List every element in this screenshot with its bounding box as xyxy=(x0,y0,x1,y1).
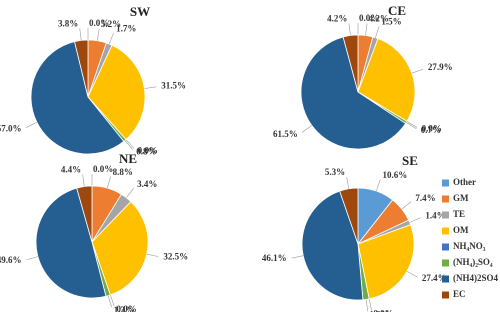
leader-line xyxy=(26,256,39,261)
leader-line xyxy=(365,23,368,36)
data-label: 32.5% xyxy=(163,252,188,262)
data-label: 0.0% xyxy=(89,18,109,28)
data-label: 0.0% xyxy=(359,13,379,23)
legend-swatch xyxy=(442,259,449,267)
data-label: 0.0% xyxy=(138,146,158,156)
data-label: 0.0% xyxy=(93,164,113,174)
leader-line xyxy=(79,28,82,41)
leader-line xyxy=(365,299,369,312)
data-label: 27.4% xyxy=(422,273,447,283)
data-label: 0.7% xyxy=(421,125,441,135)
data-label: 8.8% xyxy=(113,167,133,177)
legend-swatch xyxy=(442,195,449,203)
data-label: 1.8% xyxy=(369,309,389,312)
data-label: 0.0% xyxy=(117,304,137,312)
leader-line xyxy=(346,176,350,189)
legend-label: TE xyxy=(453,209,465,219)
leader-line xyxy=(25,121,38,128)
leader-line xyxy=(144,86,157,89)
leader-line xyxy=(301,125,312,133)
data-label: 46.1% xyxy=(262,253,287,263)
pie-slice xyxy=(30,41,125,155)
data-label: 10.6% xyxy=(383,170,408,180)
legend-swatch xyxy=(442,275,449,283)
legend-label: Other xyxy=(453,177,476,187)
leader-line xyxy=(126,188,134,198)
leader-line xyxy=(124,140,133,150)
legend-label: EC xyxy=(453,289,466,299)
leader-line xyxy=(411,68,424,74)
data-label: 31.5% xyxy=(161,80,186,90)
chart-title: SE xyxy=(402,153,418,168)
leader-line xyxy=(375,26,380,38)
data-label: 4.2% xyxy=(327,14,347,24)
leader-line xyxy=(348,23,351,36)
legend-swatch xyxy=(442,243,449,251)
leader-line xyxy=(82,174,85,187)
data-label: 57.0% xyxy=(0,123,22,133)
leader-line xyxy=(96,28,100,41)
pie-slice xyxy=(357,38,416,122)
leader-line xyxy=(291,255,304,259)
data-label: 0.0% xyxy=(373,309,393,312)
data-label: 1.4% xyxy=(425,210,445,220)
data-label: 0.8% xyxy=(136,147,156,157)
data-label: 5.3% xyxy=(325,167,345,177)
leader-line xyxy=(146,253,159,257)
legend-label: (NH₄)₂SO₄ xyxy=(453,257,493,267)
leader-line xyxy=(401,201,412,210)
data-label: 27.9% xyxy=(428,62,453,72)
legend-label: GM xyxy=(453,193,469,203)
leader-line xyxy=(376,179,381,192)
leader-line xyxy=(406,122,417,130)
leader-line xyxy=(107,295,112,308)
legend-label: (NH4)2SO4 xyxy=(453,273,499,283)
pie-slice xyxy=(91,201,149,296)
legend-swatch xyxy=(442,211,449,219)
leader-line xyxy=(125,139,135,149)
data-label: 4.4% xyxy=(61,165,81,175)
data-label: 5.2% xyxy=(101,19,121,29)
data-label: 7.4% xyxy=(415,193,435,203)
leader-line xyxy=(406,121,418,128)
legend-label: OM xyxy=(453,225,469,235)
leader-line xyxy=(368,298,372,311)
data-label: 61.5% xyxy=(273,129,298,139)
data-label: 0.0% xyxy=(422,124,442,134)
pie-slice xyxy=(301,190,364,301)
data-label: 49.6% xyxy=(0,255,21,265)
legend-swatch xyxy=(442,227,449,235)
chart-title: SW xyxy=(130,4,150,19)
data-label: 1.7% xyxy=(116,23,136,33)
leader-line xyxy=(409,217,421,223)
data-label: 4.2% xyxy=(369,14,389,24)
legend-swatch xyxy=(442,179,449,187)
pie-slice xyxy=(74,39,89,98)
leader-line xyxy=(406,271,418,278)
leader-line xyxy=(108,32,114,45)
data-label: 3.4% xyxy=(137,179,157,189)
data-label: 3.8% xyxy=(58,19,78,29)
data-label: 1.3% xyxy=(114,305,134,312)
chart-title: CE xyxy=(388,3,406,18)
leader-line xyxy=(110,294,115,307)
leader-line xyxy=(106,176,111,189)
legend-label: NH₄NO₃ xyxy=(453,241,486,251)
chart-title: NE xyxy=(119,151,137,166)
data-label: 1.5% xyxy=(381,17,401,27)
legend-swatch xyxy=(442,291,449,299)
